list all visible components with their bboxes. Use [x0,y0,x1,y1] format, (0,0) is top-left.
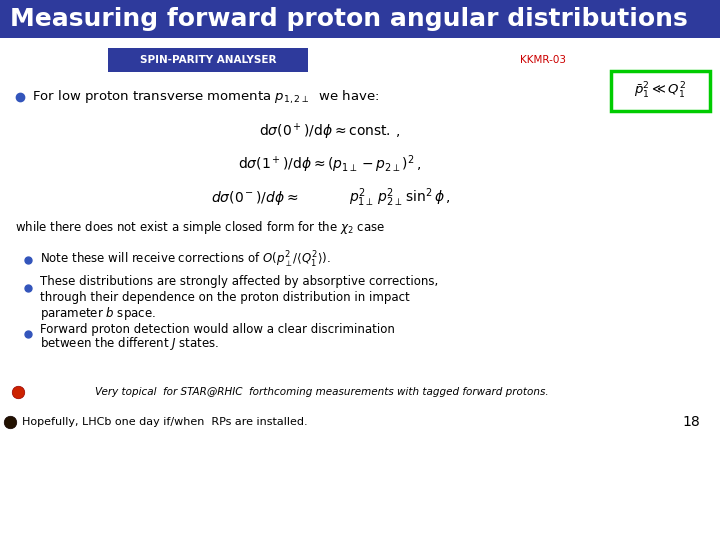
Text: $p_{1\perp}^2\,p_{2\perp}^2\,\sin^2\phi\,,$: $p_{1\perp}^2\,p_{2\perp}^2\,\sin^2\phi\… [349,187,451,210]
Text: SPIN-PARITY ANALYSER: SPIN-PARITY ANALYSER [140,55,276,65]
Text: parameter $b$ space.: parameter $b$ space. [40,306,156,322]
Bar [0,0,720,38]
Text: Hopefully, LHCb one day if/when  RPs are installed.: Hopefully, LHCb one day if/when RPs are … [22,417,307,427]
Text: $\bar{p}_1^2 \ll Q_1^2$: $\bar{p}_1^2 \ll Q_1^2$ [634,81,686,101]
Text: through their dependence on the proton distribution in impact: through their dependence on the proton d… [40,292,410,305]
Bar [108,48,308,72]
Text: KKMR-03: KKMR-03 [520,55,566,65]
Text: $\mathrm{d}\sigma(1^+)/\mathrm{d}\phi \approx (p_{1\perp} - p_{2\perp})^2\,,$: $\mathrm{d}\sigma(1^+)/\mathrm{d}\phi \a… [238,153,421,175]
FancyBboxPatch shape [611,71,710,111]
Text: $\mathrm{d}\sigma(0^+)/\mathrm{d}\phi \approx \mathrm{const.}\,,$: $\mathrm{d}\sigma(0^+)/\mathrm{d}\phi \a… [259,122,400,142]
Text: These distributions are strongly affected by absorptive corrections,: These distributions are strongly affecte… [40,275,438,288]
Text: Measuring forward proton angular distributions: Measuring forward proton angular distrib… [10,7,688,31]
Text: Note these will receive corrections of $O(p_\perp^2/\langle Q_1^2\rangle)$.: Note these will receive corrections of $… [40,250,331,270]
Text: $d\sigma(0^-)/d\phi \approx$: $d\sigma(0^-)/d\phi \approx$ [212,189,299,207]
Text: For low proton transverse momenta $p_{1,2\perp}$  we have:: For low proton transverse momenta $p_{1,… [32,89,379,106]
Text: while there does not exist a simple closed form for the $\chi_2$ case: while there does not exist a simple clos… [15,219,385,237]
Text: Forward proton detection would allow a clear discrimination: Forward proton detection would allow a c… [40,322,395,335]
Text: Very topical  for STAR@RHIC  forthcoming measurements with tagged forward proton: Very topical for STAR@RHIC forthcoming m… [95,387,549,397]
Text: 18: 18 [683,415,700,429]
Text: between the different $J$ states.: between the different $J$ states. [40,334,219,352]
